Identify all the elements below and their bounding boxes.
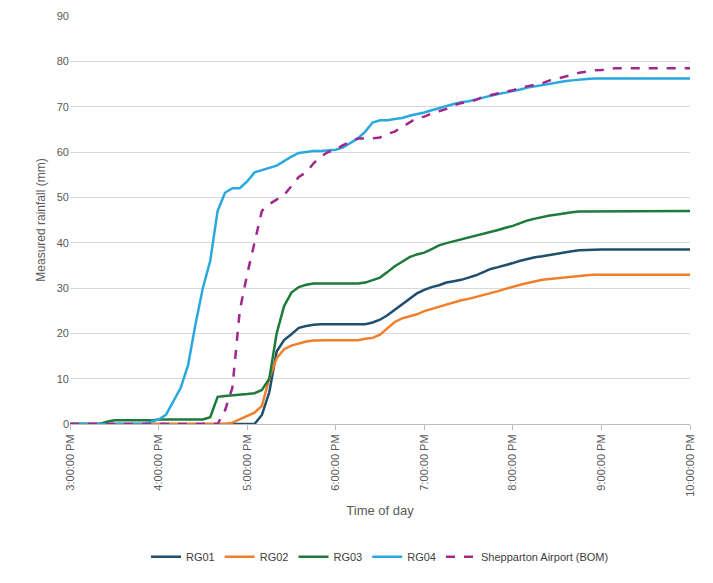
svg-text:30: 30 bbox=[57, 282, 69, 294]
svg-text:9:00:00 PM: 9:00:00 PM bbox=[595, 434, 607, 490]
svg-text:90: 90 bbox=[57, 10, 69, 22]
svg-text:4:00:00 PM: 4:00:00 PM bbox=[152, 434, 164, 490]
svg-text:3:00:00 PM: 3:00:00 PM bbox=[64, 434, 76, 490]
svg-text:6:00:00 PM: 6:00:00 PM bbox=[329, 434, 341, 490]
svg-text:Shepparton Airport (BOM): Shepparton Airport (BOM) bbox=[481, 551, 608, 563]
svg-text:Time of day: Time of day bbox=[346, 503, 414, 518]
svg-text:RG01: RG01 bbox=[186, 551, 215, 563]
svg-text:10:00:00 PM: 10:00:00 PM bbox=[684, 434, 696, 496]
svg-text:10: 10 bbox=[57, 373, 69, 385]
svg-text:60: 60 bbox=[57, 146, 69, 158]
svg-text:0: 0 bbox=[63, 418, 69, 430]
svg-text:7:00:00 PM: 7:00:00 PM bbox=[418, 434, 430, 490]
svg-text:80: 80 bbox=[57, 55, 69, 67]
svg-text:8:00:00 PM: 8:00:00 PM bbox=[506, 434, 518, 490]
svg-text:40: 40 bbox=[57, 237, 69, 249]
svg-text:Measured rainfall (mm): Measured rainfall (mm) bbox=[34, 158, 48, 281]
svg-text:20: 20 bbox=[57, 327, 69, 339]
svg-text:RG03: RG03 bbox=[334, 551, 363, 563]
svg-text:50: 50 bbox=[57, 191, 69, 203]
svg-text:5:00:00 PM: 5:00:00 PM bbox=[241, 434, 253, 490]
svg-text:RG02: RG02 bbox=[260, 551, 289, 563]
svg-text:RG04: RG04 bbox=[407, 551, 436, 563]
svg-text:70: 70 bbox=[57, 101, 69, 113]
